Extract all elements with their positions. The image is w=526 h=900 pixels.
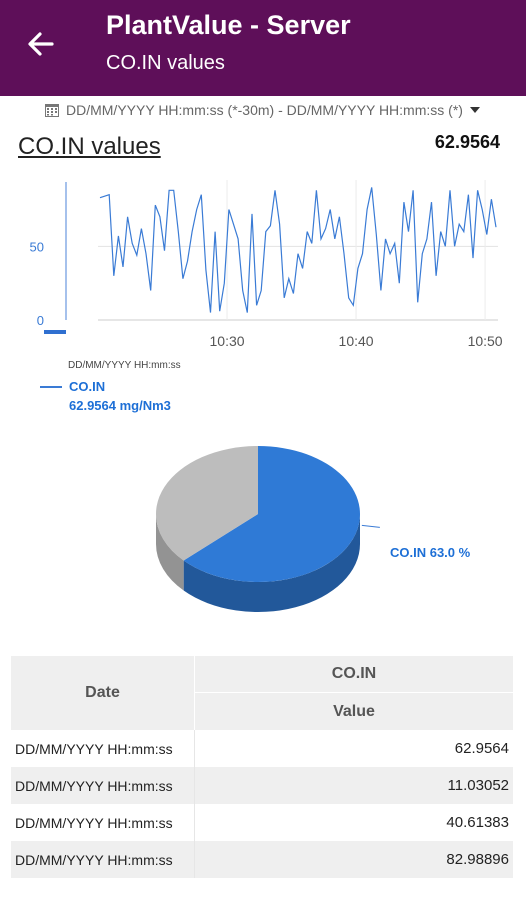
header-value: Value	[195, 693, 513, 730]
app-subtitle: CO.IN values	[106, 52, 225, 74]
cell-value: 40.61383	[446, 814, 509, 831]
pie-slice-other	[156, 446, 258, 561]
y-tick-label: 0	[37, 313, 44, 328]
pie-side-other	[156, 514, 184, 591]
values-table: Date CO.IN Value DD/MM/YYYY HH:mm:ss 62.…	[11, 656, 513, 878]
legend-series-name: CO.IN	[69, 379, 106, 394]
pie-side-co-in	[183, 514, 360, 612]
x-tick-label: 10:40	[339, 333, 374, 349]
app-title: PlantValue - Server	[106, 10, 351, 40]
pie-slice-co-in	[183, 446, 360, 582]
calendar-icon	[45, 104, 59, 117]
chart-timestamp: DD/MM/YYYY HH:mm:ss	[68, 360, 181, 371]
line-chart[interactable]: 0 50 10:30 10:40 10:50	[0, 170, 526, 352]
table-row[interactable]: DD/MM/YYYY HH:mm:ss 11.03052	[11, 767, 513, 804]
back-button[interactable]	[22, 26, 62, 62]
pie-chart[interactable]	[140, 436, 390, 636]
header-date: Date	[11, 656, 195, 730]
y-axis-marker	[44, 330, 66, 334]
app-bar: PlantValue - Server CO.IN values	[0, 0, 526, 96]
current-value: 62.9564	[434, 132, 500, 152]
cell-value: 62.9564	[454, 740, 509, 757]
legend-series-value: 62.9564 mg/Nm3	[69, 398, 171, 413]
y-tick-label: 50	[30, 239, 44, 254]
cell-value: 82.98896	[446, 851, 509, 868]
table-row[interactable]: DD/MM/YYYY HH:mm:ss 82.98896	[11, 841, 513, 878]
cell-date: DD/MM/YYYY HH:mm:ss	[11, 841, 195, 878]
cell-value: 11.03052	[447, 777, 509, 794]
pie-leader-line	[361, 524, 380, 528]
table-row[interactable]: DD/MM/YYYY HH:mm:ss 40.61383	[11, 804, 513, 841]
caret-down-icon	[469, 107, 480, 113]
x-tick-label: 10:50	[468, 333, 503, 349]
table-header: Date CO.IN Value	[11, 656, 513, 730]
chart-title: CO.IN values	[18, 133, 161, 160]
date-range-selector[interactable]: DD/MM/YYYY HH:mm:ss (*-30m) - DD/MM/YYYY…	[44, 99, 526, 121]
cell-date: DD/MM/YYYY HH:mm:ss	[11, 730, 195, 767]
table-row[interactable]: DD/MM/YYYY HH:mm:ss 62.9564	[11, 730, 513, 767]
header-group: CO.IN	[195, 656, 513, 693]
pie-slice-label: CO.IN 63.0 %	[390, 545, 471, 560]
x-tick-label: 10:30	[210, 333, 245, 349]
arrow-left-icon	[28, 32, 54, 56]
cell-date: DD/MM/YYYY HH:mm:ss	[11, 767, 195, 804]
cell-date: DD/MM/YYYY HH:mm:ss	[11, 804, 195, 841]
series-line-co-in	[99, 187, 497, 313]
legend-swatch	[40, 386, 62, 388]
date-range-text: DD/MM/YYYY HH:mm:ss (*-30m) - DD/MM/YYYY…	[66, 102, 463, 118]
